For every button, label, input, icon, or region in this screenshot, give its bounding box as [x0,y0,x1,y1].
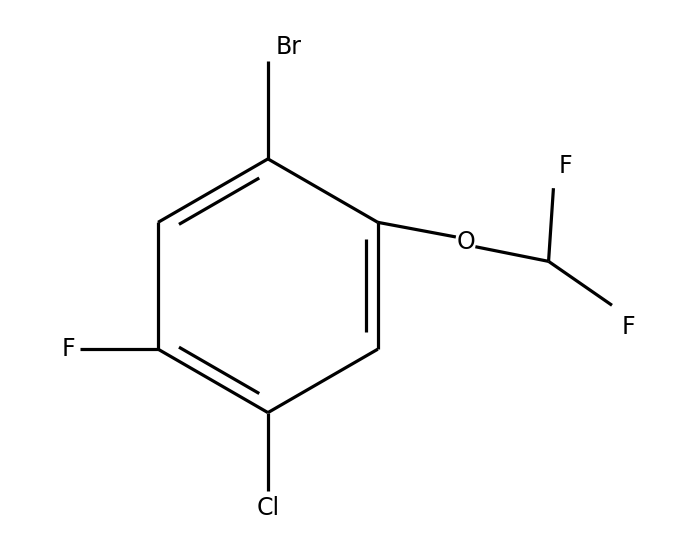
Text: F: F [558,155,572,178]
Text: F: F [621,315,635,339]
Text: Cl: Cl [256,496,280,519]
Text: F: F [62,337,75,361]
Text: Br: Br [275,35,301,59]
Text: O: O [456,230,475,254]
